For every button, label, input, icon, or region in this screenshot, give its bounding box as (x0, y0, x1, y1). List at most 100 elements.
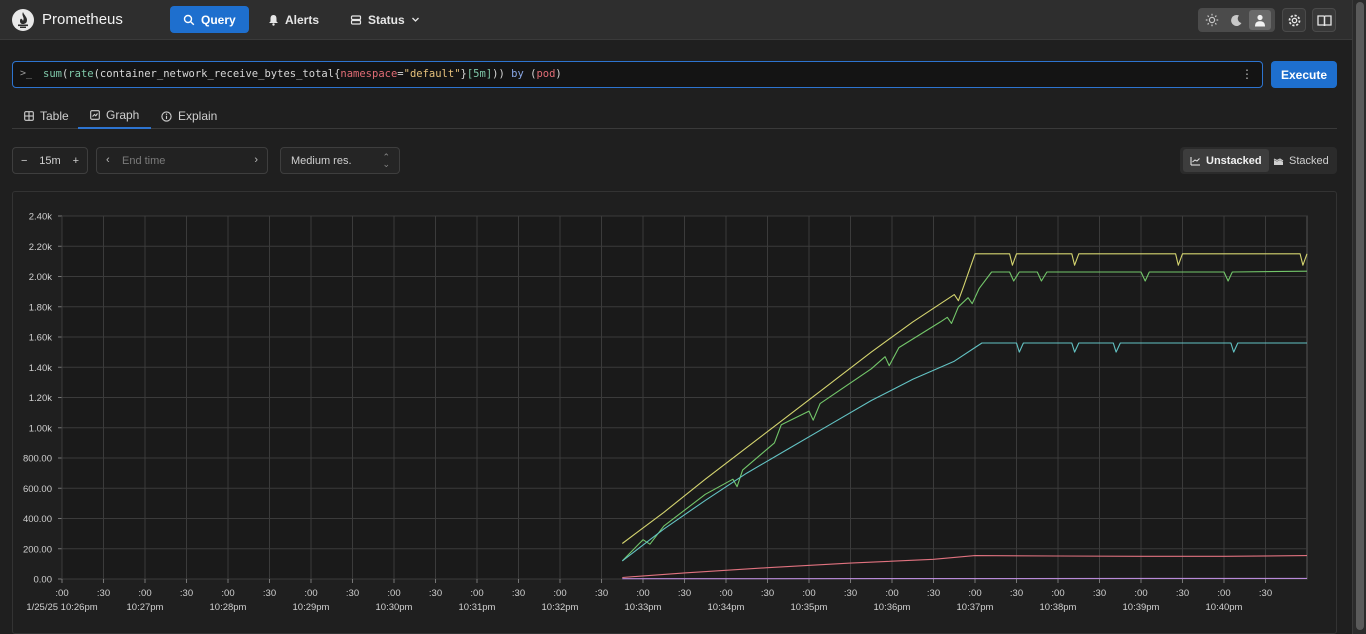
x-tick-date-label: 10:38pm (1040, 602, 1077, 613)
decrease-range-button[interactable]: − (21, 154, 28, 167)
x-tick-label: :00 (387, 588, 400, 599)
more-options-icon[interactable]: ⋮ (1241, 67, 1253, 81)
page-scrollbar[interactable] (1352, 0, 1366, 634)
x-tick-label: :30 (844, 588, 857, 599)
stacked-button[interactable]: Stacked (1266, 149, 1336, 172)
nav-status-label: Status (368, 12, 405, 27)
y-tick-label: 400.00 (23, 514, 52, 525)
x-tick-date-label: 10:29pm (293, 602, 330, 613)
x-tick-label: :30 (1010, 588, 1023, 599)
series-line-3 (621, 342, 1307, 562)
app-brand[interactable]: Prometheus (42, 11, 123, 28)
table-icon (24, 111, 34, 121)
terminal-prompt-icon: >_ (20, 68, 33, 79)
search-icon (183, 14, 195, 25)
graph-icon (90, 110, 100, 120)
y-tick-label: 2.00k (29, 272, 52, 283)
server-icon (350, 14, 362, 25)
x-tick-label: :30 (1093, 588, 1106, 599)
increase-range-button[interactable]: + (72, 154, 79, 167)
x-tick-label: :00 (221, 588, 234, 599)
x-tick-label: :00 (55, 588, 68, 599)
x-tick-date-label: 10:33pm (625, 602, 662, 613)
x-tick-label: :30 (761, 588, 774, 599)
tab-explain-label: Explain (178, 109, 218, 123)
theme-auto-button[interactable] (1249, 10, 1271, 30)
graph-panel[interactable]: 0.00 200.00 400.00 600.00 800.00 1.00k 1.20k 1.… (12, 191, 1337, 634)
x-tick-date-label: 10:30pm (376, 602, 413, 613)
x-tick-date-label: 1/25/25 10:26pm (26, 602, 97, 613)
y-tick-label: 1.00k (29, 423, 52, 434)
series-line-4 (622, 555, 1308, 579)
x-tick-label: :00 (470, 588, 483, 599)
chevron-right-icon[interactable]: › (254, 154, 258, 166)
unstacked-button[interactable]: Unstacked (1183, 149, 1269, 172)
x-tick-label: :30 (346, 588, 359, 599)
stacked-chart-icon (1273, 157, 1284, 165)
theme-dark-button[interactable] (1225, 10, 1247, 30)
documentation-button[interactable] (1312, 8, 1336, 32)
book-icon (1316, 14, 1332, 26)
tab-table-label: Table (40, 109, 69, 123)
x-tick-label: :00 (304, 588, 317, 599)
select-chevron-icon: ⌃ ⌄ (382, 152, 390, 169)
top-navbar: Prometheus Query Alerts Status (0, 0, 1352, 40)
bell-icon (269, 14, 278, 26)
x-tick-label: :30 (1176, 588, 1189, 599)
time-series-chart[interactable]: 0.00 200.00 400.00 600.00 800.00 1.00k 1.20k 1.… (13, 192, 1338, 634)
gear-icon (1288, 14, 1300, 26)
x-tick-label: :30 (678, 588, 691, 599)
resolution-select[interactable]: Medium res. ⌃ ⌄ (280, 147, 400, 174)
y-tick-label: 2.20k (29, 242, 52, 253)
x-tick-label: :30 (595, 588, 608, 599)
x-tick-date-label: 10:32pm (542, 602, 579, 613)
query-expression-input[interactable]: >_ sum(rate(container_network_receive_by… (12, 61, 1263, 88)
settings-button[interactable] (1282, 8, 1306, 32)
series-line-2 (621, 270, 1308, 562)
nav-query-label: Query (201, 12, 236, 27)
end-time-input[interactable]: ‹ End time › (96, 147, 268, 174)
range-value[interactable]: 15m (39, 154, 61, 167)
x-tick-date-label: 10:37pm (957, 602, 994, 613)
x-tick-label: :00 (636, 588, 649, 599)
x-tick-label: :30 (180, 588, 193, 599)
x-tick-label: :00 (1134, 588, 1147, 599)
x-tick-label: :30 (927, 588, 940, 599)
stacking-toggle-group: Unstacked Stacked (1180, 147, 1337, 174)
unstacked-label: Unstacked (1206, 154, 1262, 167)
moon-icon (1230, 14, 1241, 26)
x-tick-label: :30 (263, 588, 276, 599)
tab-table[interactable]: Table (24, 103, 69, 129)
y-tick-label: 800.00 (23, 454, 52, 465)
stacked-label: Stacked (1289, 154, 1329, 167)
x-tick-label: :00 (802, 588, 815, 599)
scrollbar-thumb[interactable] (1356, 2, 1364, 630)
resolution-value: Medium res. (291, 155, 352, 167)
nav-alerts-button[interactable]: Alerts (255, 6, 332, 33)
y-tick-label: 1.60k (29, 333, 52, 344)
y-tick-label: 600.00 (23, 484, 52, 495)
prometheus-logo-icon[interactable] (12, 9, 34, 31)
tab-graph[interactable]: Graph (78, 103, 152, 129)
tab-explain[interactable]: Explain (161, 103, 217, 129)
x-tick-label: :30 (97, 588, 110, 599)
nav-status-button[interactable]: Status (337, 6, 433, 33)
nav-alerts-label: Alerts (285, 12, 320, 27)
nav-query-button[interactable]: Query (170, 6, 249, 33)
x-tick-label: :00 (553, 588, 566, 599)
y-tick-label: 2.40k (29, 212, 52, 223)
series-line-1 (621, 253, 1308, 544)
x-tick-label: :30 (512, 588, 525, 599)
chevron-left-icon[interactable]: ‹ (106, 154, 110, 166)
theme-light-button[interactable] (1201, 10, 1223, 30)
y-tick-label: 1.40k (29, 363, 52, 374)
x-tick-label: :00 (1217, 588, 1230, 599)
end-time-placeholder: End time (122, 155, 166, 167)
query-expression-text[interactable]: sum(rate(container_network_receive_bytes… (43, 68, 562, 80)
x-tick-label: :30 (429, 588, 442, 599)
execute-button[interactable]: Execute (1271, 61, 1337, 88)
y-tick-label: 1.80k (29, 302, 52, 313)
x-tick-label: :00 (719, 588, 732, 599)
x-tick-date-label: 10:31pm (459, 602, 496, 613)
x-tick-label: :00 (1051, 588, 1064, 599)
